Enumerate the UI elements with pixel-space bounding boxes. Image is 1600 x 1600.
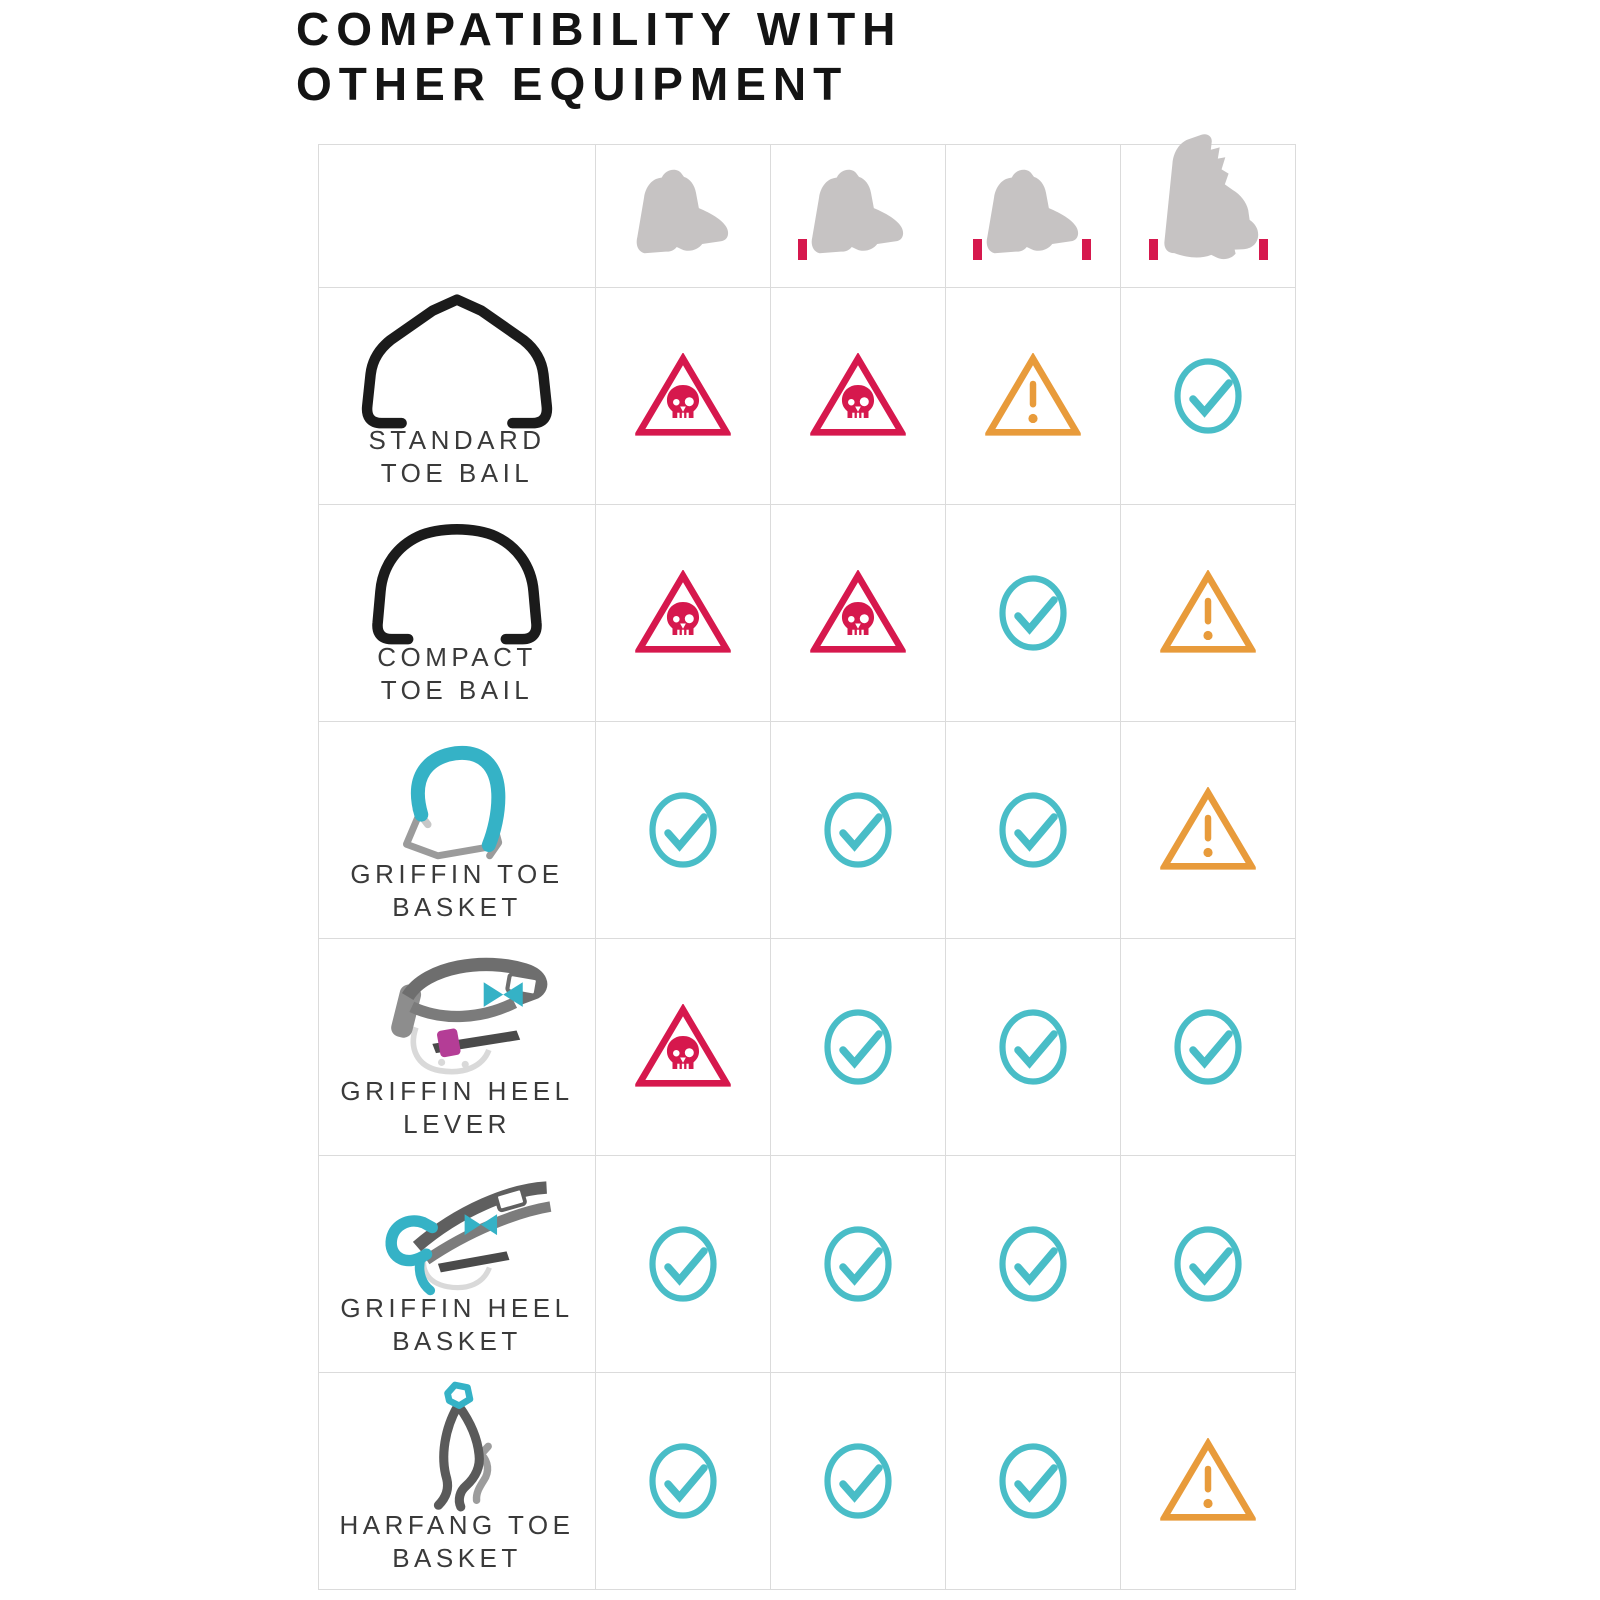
compatibility-cell bbox=[1121, 505, 1296, 722]
griffin-toe-basket-icon bbox=[325, 730, 589, 858]
ski-boot-icon bbox=[1149, 133, 1268, 261]
standard-toe-bail-icon bbox=[325, 296, 589, 424]
warning-icon bbox=[1160, 787, 1256, 873]
compatibility-cell bbox=[771, 505, 946, 722]
check-icon bbox=[998, 791, 1068, 869]
griffin-heel-lever-icon bbox=[325, 947, 589, 1075]
check-icon bbox=[823, 1008, 893, 1086]
label-line: COMPACT bbox=[377, 642, 537, 672]
compatibility-cell bbox=[596, 1156, 771, 1373]
label-line: GRIFFIN TOE bbox=[350, 859, 564, 889]
row-label-harfang-toe-basket: HARFANG TOE BASKET bbox=[319, 1373, 596, 1590]
mountain-boot-heel-welt-icon bbox=[798, 161, 916, 261]
compatibility-cell bbox=[1121, 288, 1296, 505]
heel-welt-mark bbox=[1149, 239, 1158, 260]
harfang-toe-basket-icon bbox=[325, 1381, 589, 1509]
warning-icon bbox=[985, 353, 1081, 439]
danger-skull-icon bbox=[810, 353, 906, 439]
page-title: COMPATIBILITY WITH OTHER EQUIPMENT bbox=[296, 2, 902, 112]
heel-welt-mark bbox=[798, 239, 807, 260]
compatibility-cell bbox=[596, 288, 771, 505]
compatibility-cell bbox=[1121, 1373, 1296, 1590]
toe-welt-mark bbox=[1082, 239, 1091, 260]
compatibility-cell bbox=[946, 939, 1121, 1156]
danger-skull-icon bbox=[635, 570, 731, 656]
compatibility-cell bbox=[946, 1156, 1121, 1373]
compatibility-cell bbox=[1121, 722, 1296, 939]
row-label-griffin-heel-basket: GRIFFIN HEEL BASKET bbox=[319, 1156, 596, 1373]
row-label-compact-toe-bail: COMPACT TOE BAIL bbox=[319, 505, 596, 722]
boot-column-header-4 bbox=[1121, 145, 1296, 288]
row-label-text: GRIFFIN HEEL BASKET bbox=[340, 1292, 573, 1358]
label-line: LEVER bbox=[403, 1109, 511, 1139]
heel-welt-mark bbox=[973, 239, 982, 260]
compatibility-cell bbox=[771, 722, 946, 939]
label-line: BASKET bbox=[392, 1543, 522, 1573]
row-label-text: GRIFFIN HEEL LEVER bbox=[340, 1075, 573, 1141]
boot-column-header-1 bbox=[596, 145, 771, 288]
compatibility-cell bbox=[596, 505, 771, 722]
danger-skull-icon bbox=[635, 1004, 731, 1090]
compatibility-cell bbox=[1121, 939, 1296, 1156]
check-icon bbox=[823, 1225, 893, 1303]
check-icon bbox=[823, 1442, 893, 1520]
page-title-line2: OTHER EQUIPMENT bbox=[296, 58, 849, 110]
check-icon bbox=[1173, 1008, 1243, 1086]
row-label-text: GRIFFIN TOE BASKET bbox=[350, 858, 563, 924]
row-label-griffin-toe-basket: GRIFFIN TOE BASKET bbox=[319, 722, 596, 939]
row-label-text: COMPACT TOE BAIL bbox=[377, 641, 537, 707]
warning-icon bbox=[1160, 1438, 1256, 1524]
check-icon bbox=[998, 574, 1068, 652]
label-line: HARFANG TOE bbox=[339, 1510, 575, 1540]
check-icon bbox=[998, 1008, 1068, 1086]
check-icon bbox=[1173, 357, 1243, 435]
row-label-text: HARFANG TOE BASKET bbox=[340, 1509, 575, 1575]
row-label-griffin-heel-lever: GRIFFIN HEEL LEVER bbox=[319, 939, 596, 1156]
compatibility-cell bbox=[771, 288, 946, 505]
check-icon bbox=[648, 791, 718, 869]
compatibility-cell bbox=[946, 288, 1121, 505]
label-line: STANDARD bbox=[368, 425, 546, 455]
boot-column-header-3 bbox=[946, 145, 1121, 288]
check-icon bbox=[823, 791, 893, 869]
compatibility-cell bbox=[596, 939, 771, 1156]
compatibility-cell bbox=[771, 1156, 946, 1373]
label-line: TOE BAIL bbox=[380, 675, 534, 705]
griffin-heel-basket-icon bbox=[325, 1164, 589, 1292]
row-label-standard-toe-bail: STANDARD TOE BAIL bbox=[319, 288, 596, 505]
label-line: BASKET bbox=[392, 892, 522, 922]
label-line: BASKET bbox=[392, 1326, 522, 1356]
danger-skull-icon bbox=[810, 570, 906, 656]
check-icon bbox=[998, 1442, 1068, 1520]
check-icon bbox=[648, 1442, 718, 1520]
compatibility-cell bbox=[596, 1373, 771, 1590]
label-line: GRIFFIN HEEL bbox=[340, 1293, 574, 1323]
label-line: GRIFFIN HEEL bbox=[340, 1076, 574, 1106]
compatibility-cell bbox=[946, 1373, 1121, 1590]
row-label-text: STANDARD TOE BAIL bbox=[368, 424, 545, 490]
compact-toe-bail-icon bbox=[325, 513, 589, 641]
check-icon bbox=[1173, 1225, 1243, 1303]
compatibility-cell bbox=[596, 722, 771, 939]
check-icon bbox=[648, 1225, 718, 1303]
compatibility-cell bbox=[771, 1373, 946, 1590]
compatibility-cell bbox=[1121, 1156, 1296, 1373]
boot-column-header-2 bbox=[771, 145, 946, 288]
compatibility-cell bbox=[946, 505, 1121, 722]
compatibility-table: STANDARD TOE BAIL COMPACT TOE BAIL bbox=[318, 144, 1296, 1590]
toe-welt-mark bbox=[1259, 239, 1268, 260]
compatibility-cell bbox=[946, 722, 1121, 939]
danger-skull-icon bbox=[635, 353, 731, 439]
header-empty-cell bbox=[319, 145, 596, 288]
compatibility-cell bbox=[771, 939, 946, 1156]
label-line: TOE BAIL bbox=[380, 458, 534, 488]
check-icon bbox=[998, 1225, 1068, 1303]
warning-icon bbox=[1160, 570, 1256, 656]
mountain-boot-icon bbox=[625, 161, 741, 261]
page-title-line1: COMPATIBILITY WITH bbox=[296, 3, 903, 55]
mountain-boot-toe-heel-welt-icon bbox=[973, 161, 1091, 261]
